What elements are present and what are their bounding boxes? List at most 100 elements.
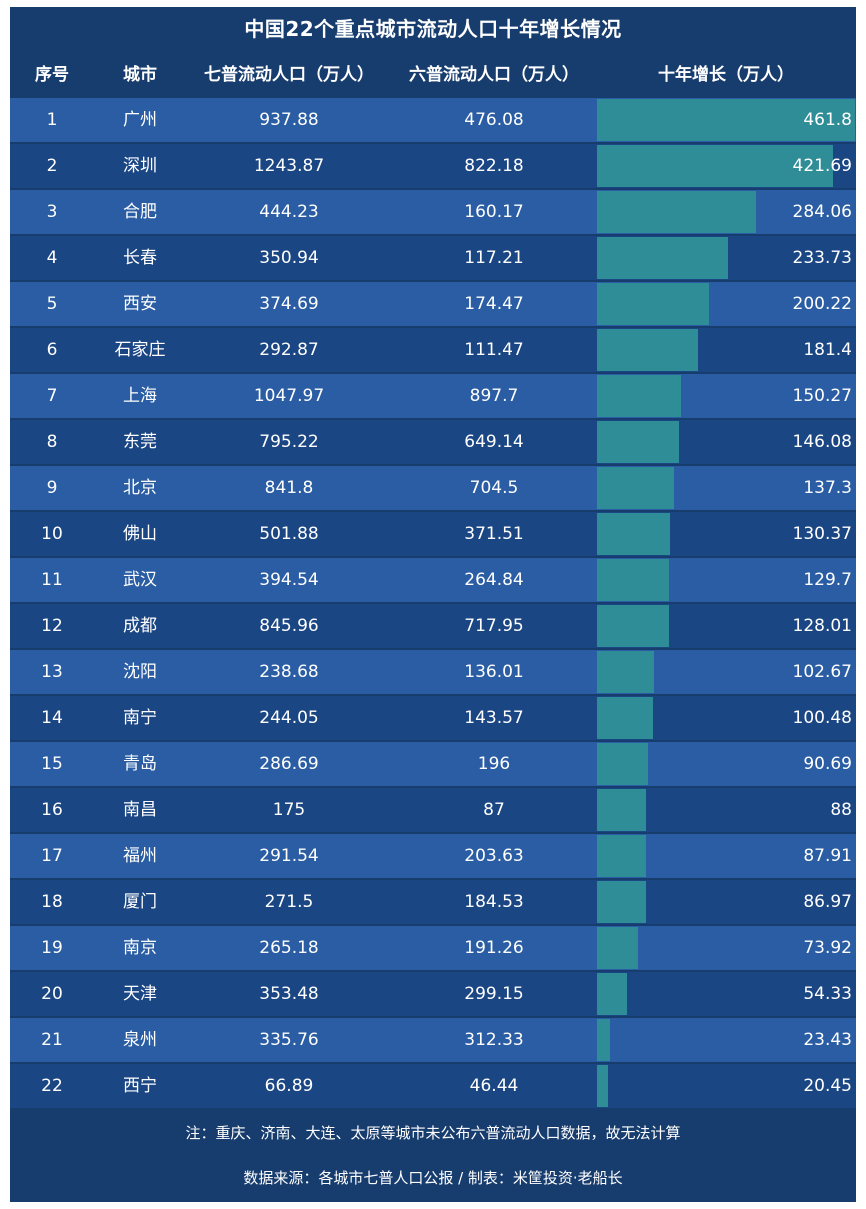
table-title: 中国22个重点城市流动人口十年增长情况 xyxy=(244,17,622,41)
cell-growth: 128.01 xyxy=(792,616,852,636)
header-census6: 六普流动人口（万人） xyxy=(409,65,579,85)
source-credit: 数据来源：各城市七普人口公报 / 制表：米筐投资·老船长 xyxy=(243,1169,623,1187)
cell-growth: 146.08 xyxy=(792,432,852,452)
table-row: 3 合肥 444.23 160.17 284.06 xyxy=(10,190,856,234)
table-row: 22 西宁 66.89 46.44 20.45 xyxy=(10,1064,856,1108)
table-row: 8 东莞 795.22 649.14 146.08 xyxy=(10,420,856,464)
cell-index: 6 xyxy=(46,340,58,360)
cell-index: 3 xyxy=(46,202,58,222)
cell-growth: 137.3 xyxy=(803,478,852,498)
cell-growth: 90.69 xyxy=(803,754,852,774)
cell-growth: 461.8 xyxy=(803,110,852,130)
cell-census7: 335.76 xyxy=(259,1030,319,1050)
cell-census6: 897.7 xyxy=(469,386,519,406)
table-panel: 中国22个重点城市流动人口十年增长情况 序号 城市 七普流动人口（万人） 六普流… xyxy=(10,7,856,1202)
cell-index: 8 xyxy=(46,432,58,452)
cell-city: 广州 xyxy=(123,110,157,130)
cell-census7: 937.88 xyxy=(259,110,319,130)
cell-census6: 143.57 xyxy=(464,708,524,728)
growth-bar xyxy=(597,743,648,785)
cell-census6: 191.26 xyxy=(464,938,524,958)
cell-census7: 175 xyxy=(272,800,306,820)
table-row: 15 青岛 286.69 196 90.69 xyxy=(10,742,856,786)
growth-bar xyxy=(597,421,679,463)
cell-index: 13 xyxy=(41,662,63,682)
cell-city: 青岛 xyxy=(123,754,157,774)
cell-city: 上海 xyxy=(123,386,157,406)
cell-city: 合肥 xyxy=(123,202,157,222)
cell-growth: 233.73 xyxy=(792,248,852,268)
cell-index: 5 xyxy=(46,294,58,314)
cell-index: 14 xyxy=(41,708,63,728)
growth-bar xyxy=(597,191,756,233)
cell-index: 17 xyxy=(41,846,63,866)
header-city: 城市 xyxy=(123,65,157,85)
cell-census7: 350.94 xyxy=(259,248,319,268)
cell-census6: 184.53 xyxy=(464,892,524,912)
cell-index: 21 xyxy=(41,1030,63,1050)
cell-index: 1 xyxy=(46,110,58,130)
cell-growth: 181.4 xyxy=(803,340,852,360)
cell-census6: 117.21 xyxy=(464,248,524,268)
cell-city: 南京 xyxy=(123,938,157,958)
table-row: 2 深圳 1243.87 822.18 421.69 xyxy=(10,144,856,188)
cell-census6: 704.5 xyxy=(469,478,519,498)
table-row: 7 上海 1047.97 897.7 150.27 xyxy=(10,374,856,418)
cell-census7: 394.54 xyxy=(259,570,319,590)
cell-growth: 130.37 xyxy=(792,524,852,544)
table-row: 21 泉州 335.76 312.33 23.43 xyxy=(10,1018,856,1062)
cell-census6: 160.17 xyxy=(464,202,524,222)
header-growth: 十年增长（万人） xyxy=(658,65,794,85)
table-row: 9 北京 841.8 704.5 137.3 xyxy=(10,466,856,510)
footnote: 注：重庆、济南、大连、太原等城市未公布六普流动人口数据，故无法计算 xyxy=(185,1124,681,1142)
cell-census6: 87 xyxy=(483,800,505,820)
cell-index: 18 xyxy=(41,892,63,912)
cell-census6: 203.63 xyxy=(464,846,524,866)
cell-census7: 286.69 xyxy=(259,754,319,774)
table-row: 18 厦门 271.5 184.53 86.97 xyxy=(10,880,856,924)
cell-city: 西宁 xyxy=(123,1076,157,1096)
cell-census6: 822.18 xyxy=(464,156,524,176)
cell-city: 南宁 xyxy=(123,708,157,728)
growth-bar xyxy=(597,467,674,509)
table-row: 16 南昌 175 87 88 xyxy=(10,788,856,832)
cell-index: 19 xyxy=(41,938,63,958)
growth-bar xyxy=(597,559,669,601)
cell-growth: 54.33 xyxy=(803,984,852,1004)
header-census7: 七普流动人口（万人） xyxy=(204,65,374,85)
cell-index: 9 xyxy=(46,478,58,498)
table-row: 19 南京 265.18 191.26 73.92 xyxy=(10,926,856,970)
growth-bar xyxy=(597,881,646,923)
cell-city: 福州 xyxy=(123,846,157,866)
growth-bar xyxy=(597,651,654,693)
cell-census6: 299.15 xyxy=(464,984,524,1004)
cell-city: 天津 xyxy=(123,984,157,1004)
cell-census6: 312.33 xyxy=(464,1030,524,1050)
growth-bar xyxy=(597,145,833,187)
cell-census7: 841.8 xyxy=(264,478,314,498)
growth-bar xyxy=(597,605,669,647)
cell-index: 15 xyxy=(41,754,63,774)
table-row: 1 广州 937.88 476.08 461.8 xyxy=(10,98,856,142)
table-row: 20 天津 353.48 299.15 54.33 xyxy=(10,972,856,1016)
cell-census7: 238.68 xyxy=(259,662,319,682)
cell-growth: 284.06 xyxy=(792,202,852,222)
growth-bar xyxy=(597,973,627,1015)
cell-census7: 291.54 xyxy=(259,846,319,866)
growth-bar xyxy=(597,927,638,969)
cell-growth: 73.92 xyxy=(803,938,852,958)
cell-growth: 129.7 xyxy=(803,570,852,590)
table-row: 4 长春 350.94 117.21 233.73 xyxy=(10,236,856,280)
cell-census7: 501.88 xyxy=(259,524,319,544)
cell-index: 4 xyxy=(46,248,58,268)
cell-census7: 244.05 xyxy=(259,708,319,728)
cell-growth: 100.48 xyxy=(792,708,852,728)
cell-city: 沈阳 xyxy=(123,662,157,682)
growth-bar xyxy=(597,1065,608,1107)
growth-bar xyxy=(597,375,681,417)
cell-census6: 136.01 xyxy=(464,662,524,682)
growth-bar xyxy=(597,513,670,555)
cell-growth: 20.45 xyxy=(803,1076,852,1096)
cell-census7: 1047.97 xyxy=(253,386,325,406)
cell-growth: 23.43 xyxy=(803,1030,852,1050)
